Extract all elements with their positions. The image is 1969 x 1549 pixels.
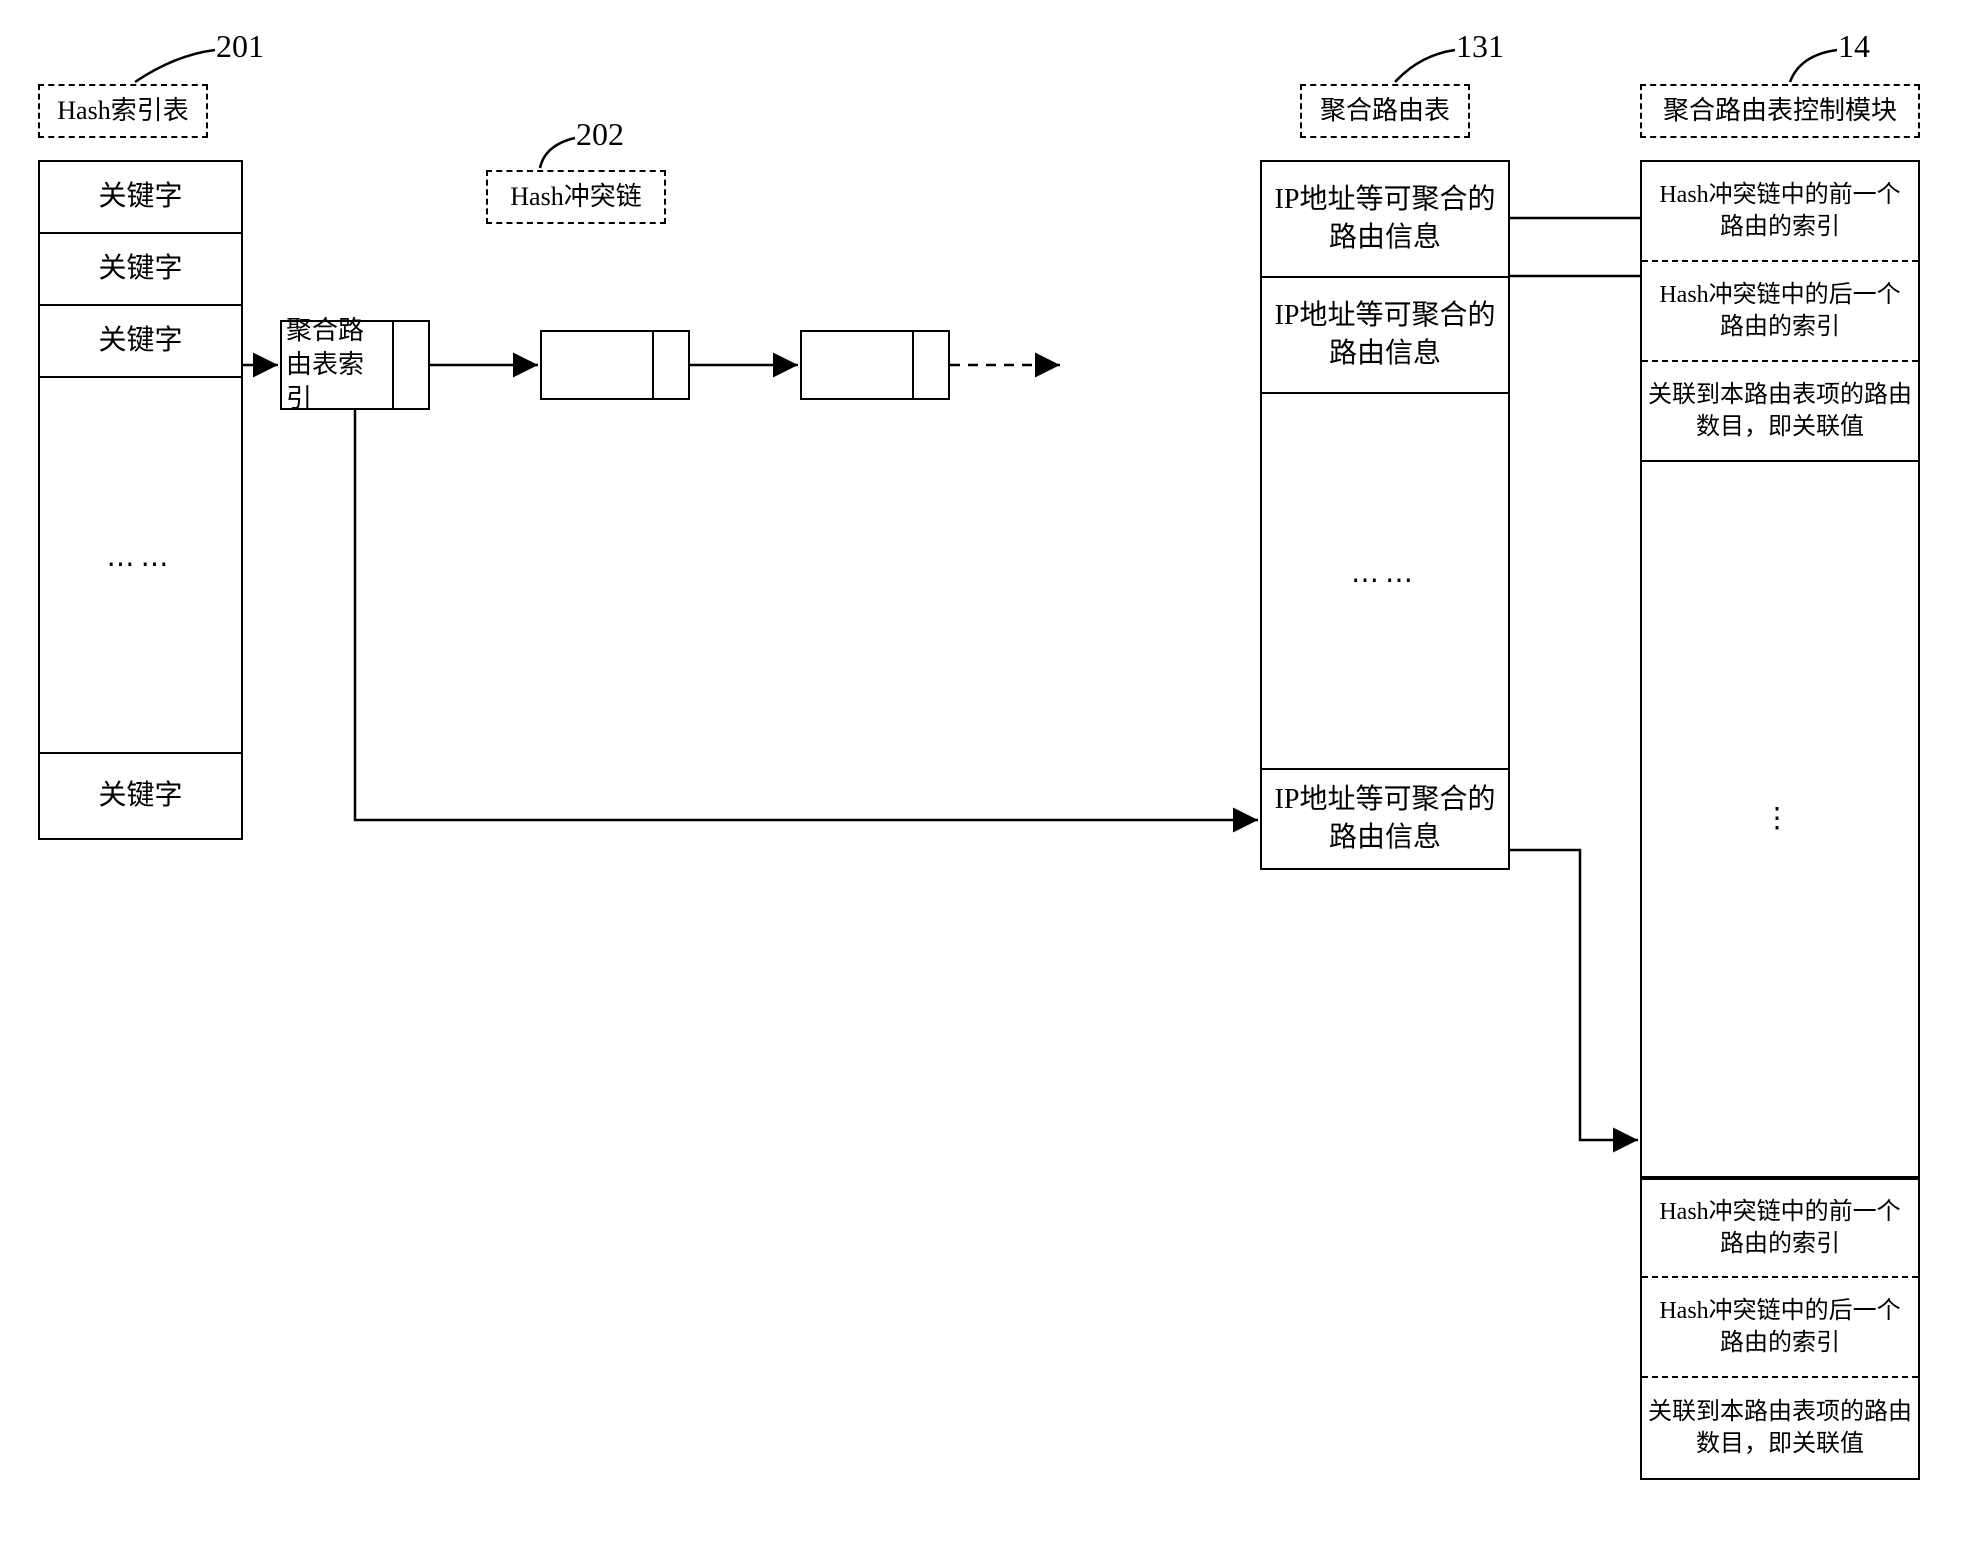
hash-row: 关键字 bbox=[40, 162, 241, 234]
ctrl-row: Hash冲突链中的前一个路由的索引 bbox=[1642, 1178, 1918, 1278]
ctrl-row: Hash冲突链中的后一个路由的索引 bbox=[1642, 262, 1918, 362]
chain-node-2-label bbox=[542, 332, 654, 398]
label-hash-chain: Hash冲突链 bbox=[486, 170, 666, 224]
hash-row-ellipsis: ⋯⋯ bbox=[40, 378, 241, 754]
ref-201: 201 bbox=[216, 28, 264, 65]
hash-row: 关键字 bbox=[40, 306, 241, 378]
label-agg-route: 聚合路由表 bbox=[1300, 84, 1470, 138]
ctrl-row: Hash冲突链中的前一个路由的索引 bbox=[1642, 162, 1918, 262]
chain-node-1: 聚合路由表索引 bbox=[280, 320, 430, 410]
agg-route-table: IP地址等可聚合的路由信息 IP地址等可聚合的路由信息 ⋯⋯ IP地址等可聚合的… bbox=[1260, 160, 1510, 870]
ref-202: 202 bbox=[576, 116, 624, 153]
chain-node-1-label: 聚合路由表索引 bbox=[282, 322, 394, 408]
ctrl-row: Hash冲突链中的后一个路由的索引 bbox=[1642, 1278, 1918, 1378]
agg-row-ellipsis: ⋯⋯ bbox=[1262, 394, 1508, 770]
chain-node-2 bbox=[540, 330, 690, 400]
ctrl-row: 关联到本路由表项的路由数目，即关联值 bbox=[1642, 1378, 1918, 1478]
agg-row: IP地址等可聚合的路由信息 bbox=[1262, 162, 1508, 278]
agg-row: IP地址等可聚合的路由信息 bbox=[1262, 278, 1508, 394]
ctrl-module-table: Hash冲突链中的前一个路由的索引 Hash冲突链中的后一个路由的索引 关联到本… bbox=[1640, 160, 1920, 1480]
chain-node-3 bbox=[800, 330, 950, 400]
label-ctrl-module: 聚合路由表控制模块 bbox=[1640, 84, 1920, 138]
hash-row: 关键字 bbox=[40, 754, 241, 838]
label-hash-index: Hash索引表 bbox=[38, 84, 208, 138]
ctrl-ellipsis: ⋮ bbox=[1642, 462, 1918, 1178]
ref-131: 131 bbox=[1456, 28, 1504, 65]
agg-row: IP地址等可聚合的路由信息 bbox=[1262, 770, 1508, 868]
hash-row: 关键字 bbox=[40, 234, 241, 306]
chain-node-3-label bbox=[802, 332, 914, 398]
hash-index-table: 关键字 关键字 关键字 ⋯⋯ 关键字 bbox=[38, 160, 243, 840]
ctrl-row: 关联到本路由表项的路由数目，即关联值 bbox=[1642, 362, 1918, 462]
ref-14: 14 bbox=[1838, 28, 1870, 65]
